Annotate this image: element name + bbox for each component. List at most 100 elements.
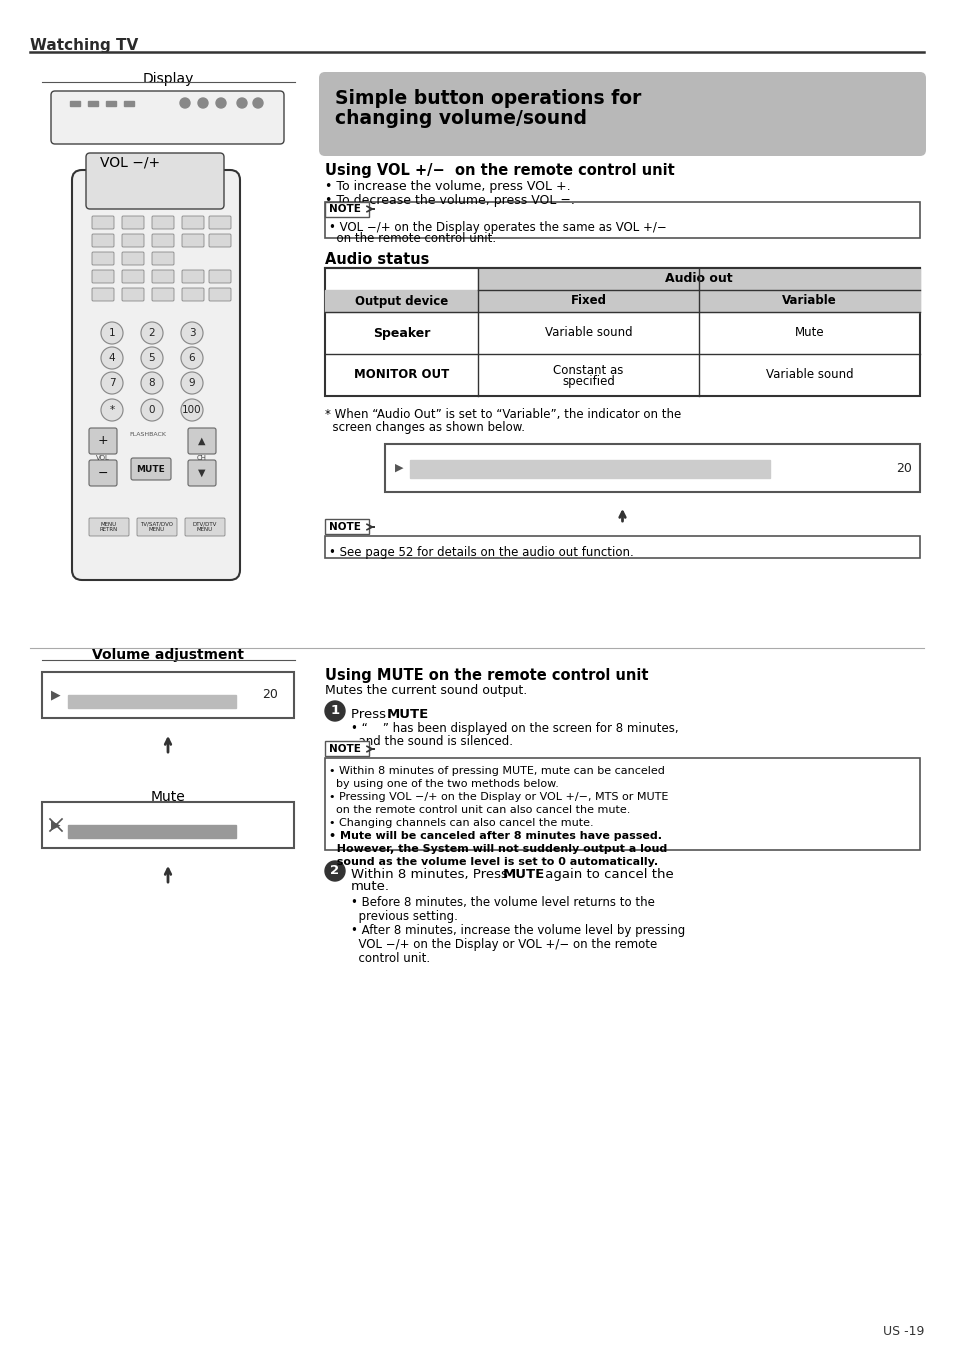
Circle shape [181,372,203,394]
FancyBboxPatch shape [182,234,204,247]
Text: 1: 1 [330,704,339,717]
Text: .: . [423,708,428,721]
Text: 100: 100 [182,405,202,415]
Text: • VOL −/+ on the Display operates the same as VOL +/−: • VOL −/+ on the Display operates the sa… [329,222,666,234]
FancyBboxPatch shape [91,216,113,230]
Text: 6: 6 [189,353,195,363]
FancyBboxPatch shape [122,288,144,301]
Text: on the remote control unit.: on the remote control unit. [329,232,496,245]
Text: DTV/DTV
MENU: DTV/DTV MENU [193,521,217,532]
FancyBboxPatch shape [51,91,284,145]
Text: ▶: ▶ [51,819,61,831]
Bar [325,203,919,238]
Text: Constant as: Constant as [553,363,623,377]
Circle shape [141,372,163,394]
FancyBboxPatch shape [209,270,231,282]
Bar [42,671,294,717]
FancyBboxPatch shape [188,459,215,486]
Text: 2: 2 [149,328,155,338]
Text: ▲: ▲ [198,436,206,446]
Circle shape [181,347,203,369]
FancyBboxPatch shape [152,288,173,301]
Text: • Within 8 minutes of pressing MUTE, mute can be canceled: • Within 8 minutes of pressing MUTE, mut… [329,766,664,775]
Circle shape [325,701,345,721]
Bar [68,694,235,708]
Bar [477,290,919,312]
Circle shape [198,99,208,108]
Text: • To increase the volume, press VOL +.: • To increase the volume, press VOL +. [325,180,570,193]
FancyBboxPatch shape [91,234,113,247]
Text: 20: 20 [895,462,911,474]
Text: CH: CH [196,455,207,461]
Text: specified: specified [561,376,615,389]
FancyBboxPatch shape [89,459,117,486]
FancyBboxPatch shape [137,517,177,536]
Text: by using one of the two methods below.: by using one of the two methods below. [329,780,558,789]
FancyBboxPatch shape [122,270,144,282]
Circle shape [236,99,247,108]
Text: again to cancel the: again to cancel the [540,867,673,881]
Text: TV/SAT/DVO
MENU: TV/SAT/DVO MENU [140,521,173,532]
Circle shape [180,99,190,108]
Text: 9: 9 [189,378,195,388]
Text: • To decrease the volume, press VOL −.: • To decrease the volume, press VOL −. [325,195,575,207]
Text: previous setting.: previous setting. [351,911,457,923]
FancyBboxPatch shape [182,288,204,301]
Text: on the remote control unit can also cancel the mute.: on the remote control unit can also canc… [329,805,630,815]
Circle shape [141,399,163,422]
Circle shape [181,322,203,345]
FancyBboxPatch shape [131,458,171,480]
Circle shape [101,322,123,345]
Bar [68,825,235,838]
Circle shape [101,399,123,422]
Text: sound as the volume level is set to 0 automatically.: sound as the volume level is set to 0 au… [329,857,658,867]
Text: 1: 1 [109,328,115,338]
Text: changing volume/sound: changing volume/sound [335,108,586,127]
FancyBboxPatch shape [89,517,129,536]
Text: Mutes the current sound output.: Mutes the current sound output. [325,684,527,697]
Text: Press: Press [351,708,390,721]
Circle shape [141,347,163,369]
FancyBboxPatch shape [91,288,113,301]
Circle shape [101,372,123,394]
Bar [325,758,919,850]
Text: Simple button operations for: Simple button operations for [335,89,640,108]
FancyBboxPatch shape [152,234,173,247]
FancyBboxPatch shape [152,253,173,265]
FancyBboxPatch shape [152,270,173,282]
Bar [124,101,133,105]
Text: MENU
RETRN: MENU RETRN [100,521,118,532]
Text: +: + [97,435,109,447]
Text: * When “Audio Out” is set to “Variable”, the indicator on the: * When “Audio Out” is set to “Variable”,… [325,408,680,422]
Text: Watching TV: Watching TV [30,38,138,53]
Text: US -19: US -19 [882,1325,923,1337]
Bar [106,101,116,105]
FancyBboxPatch shape [86,153,224,209]
Text: Audio out: Audio out [664,273,732,285]
Text: 0: 0 [149,405,155,415]
Bar [325,740,369,757]
Text: FLASHBACK: FLASHBACK [130,432,167,438]
FancyBboxPatch shape [152,216,173,230]
Text: Speaker: Speaker [373,327,430,339]
Text: • After 8 minutes, increase the volume level by pressing: • After 8 minutes, increase the volume l… [351,924,684,938]
Bar [70,101,80,105]
Text: MUTE: MUTE [136,465,165,473]
Text: Mute: Mute [151,790,185,804]
Circle shape [101,347,123,369]
Text: VOL: VOL [96,455,110,461]
Bar [385,444,919,492]
Text: Volume adjustment: Volume adjustment [91,648,244,662]
Text: • “    ” has been displayed on the screen for 8 minutes,: • “ ” has been displayed on the screen f… [351,721,678,735]
Text: 5: 5 [149,353,155,363]
Bar [88,101,98,105]
Text: Using VOL +/−  on the remote control unit: Using VOL +/− on the remote control unit [325,163,674,178]
Text: 7: 7 [109,378,115,388]
Text: 20: 20 [262,689,277,701]
Bar [325,536,919,558]
FancyBboxPatch shape [122,216,144,230]
Bar [325,203,369,218]
Text: control unit.: control unit. [351,952,430,965]
Text: ▶: ▶ [51,689,61,701]
Text: MONITOR OUT: MONITOR OUT [354,369,449,381]
